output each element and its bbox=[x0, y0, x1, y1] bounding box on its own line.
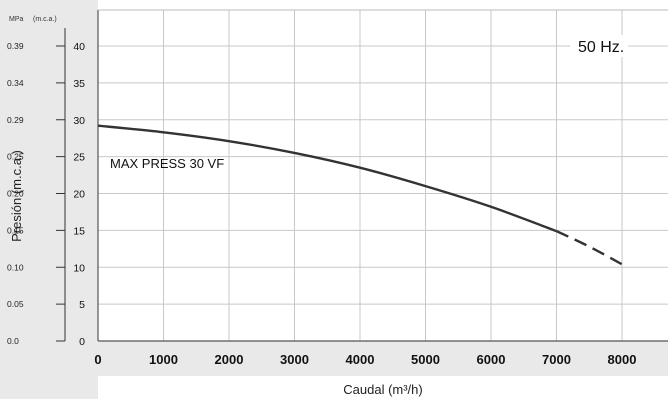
curve-label: MAX PRESS 30 VF bbox=[110, 156, 224, 171]
y-tick-label-mpa: 0.05 bbox=[7, 299, 24, 309]
x-tick-label: 5000 bbox=[411, 352, 440, 367]
x-tick-label: 6000 bbox=[477, 352, 506, 367]
y-tick-label-mca: 10 bbox=[73, 262, 85, 274]
y-tick-label-mpa: 0.29 bbox=[7, 115, 24, 125]
frequency-label: 50 Hz. bbox=[578, 39, 624, 56]
y-tick-label-mpa: 0.34 bbox=[7, 78, 24, 88]
y-tick-label-mca: 15 bbox=[73, 225, 85, 237]
x-tick-labels: 0 1000 2000 3000 4000 5000 6000 7000 8000 bbox=[94, 352, 636, 367]
y-tick-labels: 0.0 0 0.05 5 0.10 10 0.15 15 0.20 20 0.25 25 0.29 30 0… bbox=[7, 41, 85, 348]
x-tick-label: 3000 bbox=[280, 352, 309, 367]
y-tick-label-mca: 0 bbox=[79, 336, 85, 348]
x-tick-label: 0 bbox=[94, 352, 101, 367]
y-tick-label-mca: 5 bbox=[79, 299, 85, 311]
y-tick-label-mca: 35 bbox=[73, 78, 85, 90]
x-tick-label: 4000 bbox=[346, 352, 375, 367]
plot-frame bbox=[97, 9, 668, 342]
y-axis-title: Presión (m.c.a.) bbox=[9, 150, 24, 242]
y-tick-label-mpa: 0.15 bbox=[7, 225, 24, 235]
x-tick-label: 7000 bbox=[542, 352, 571, 367]
plot-area bbox=[98, 10, 668, 341]
y-tick-label-mca: 25 bbox=[73, 152, 85, 164]
series-group bbox=[97, 124, 623, 266]
y-tick-label-mpa: 0.39 bbox=[7, 41, 24, 51]
mpa-unit-label: MPa bbox=[9, 16, 24, 23]
y-tick-label-mpa: 0.0 bbox=[7, 336, 19, 346]
x-axis-band bbox=[0, 341, 668, 376]
y-tick-label-mpa: 0.25 bbox=[7, 152, 24, 162]
y-axis-band bbox=[0, 0, 98, 399]
series-line-extrapolated bbox=[555, 230, 623, 266]
mca-unit-label: (m.c.a.) bbox=[33, 16, 57, 23]
y-tick-label-mca: 40 bbox=[73, 41, 85, 53]
y-tick-label-mca: 20 bbox=[73, 189, 85, 201]
y-tick-label-mpa: 0.10 bbox=[7, 262, 24, 272]
x-axis-title: Caudal (m³/h) bbox=[343, 382, 422, 397]
x-tick-label: 2000 bbox=[215, 352, 244, 367]
x-tick-label: 1000 bbox=[149, 352, 178, 367]
freq-label-bg bbox=[570, 35, 628, 57]
y-tick-label-mca: 30 bbox=[73, 115, 85, 127]
x-tick-label: 8000 bbox=[608, 352, 637, 367]
y-tick-label-mpa: 0.20 bbox=[7, 189, 24, 199]
series-line bbox=[97, 124, 557, 233]
